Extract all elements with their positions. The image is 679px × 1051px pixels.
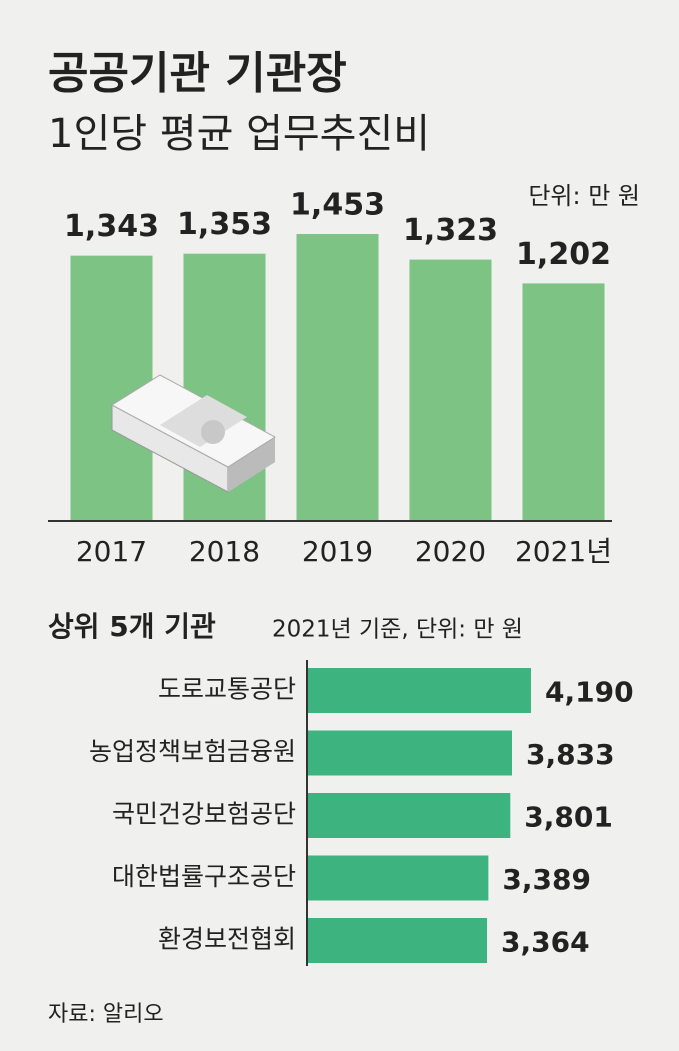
category-label: 농업정책보험금융원 [89, 737, 296, 766]
category-label: 대한법률구조공단 [112, 862, 296, 891]
title: 공공기관 기관장 [48, 48, 347, 99]
bar [409, 259, 492, 520]
value-label: 1,353 [177, 207, 272, 242]
hbar [308, 668, 531, 713]
category-label: 환경보전협회 [158, 925, 296, 954]
value-label: 1,202 [516, 237, 611, 272]
unit: 단위: 만 원 [528, 182, 640, 210]
section-title: 상위 5개 기관 [48, 610, 216, 643]
x-tick-label: 2020 [415, 535, 486, 568]
source: 자료: 알리오 [48, 1002, 164, 1027]
value-label: 3,801 [524, 801, 613, 834]
hbar [308, 793, 511, 838]
hbar-chart: 도로교통공단 4,190 농업정책보험금융원 3,833 국민건강보험공단 3,801 대한… [89, 668, 634, 963]
value-label: 3,833 [526, 738, 615, 771]
value-label: 4,190 [545, 676, 634, 709]
bar [522, 283, 605, 520]
money-icon [111, 374, 276, 493]
x-tick-label: 2018 [189, 535, 260, 568]
category-label: 국민건강보험공단 [112, 800, 296, 829]
hbar [308, 855, 489, 901]
value-label: 3,364 [501, 926, 590, 959]
value-label: 1,453 [290, 188, 385, 223]
subtitle: 1인당 평균 업무추진비 [48, 111, 430, 157]
section-subtitle: 2021년 기준, 단위: 만 원 [272, 617, 523, 643]
x-tick-label: 2021년 [515, 535, 612, 568]
category-label: 도로교통공단 [158, 675, 296, 704]
x-tick-label: 2017 [76, 535, 147, 568]
hbar [308, 730, 512, 776]
value-label: 1,343 [64, 209, 159, 244]
hbar [308, 918, 488, 963]
value-label: 1,323 [403, 213, 498, 248]
bar [296, 234, 379, 520]
value-label: 3,389 [502, 863, 591, 896]
x-tick-label: 2019 [302, 535, 373, 568]
